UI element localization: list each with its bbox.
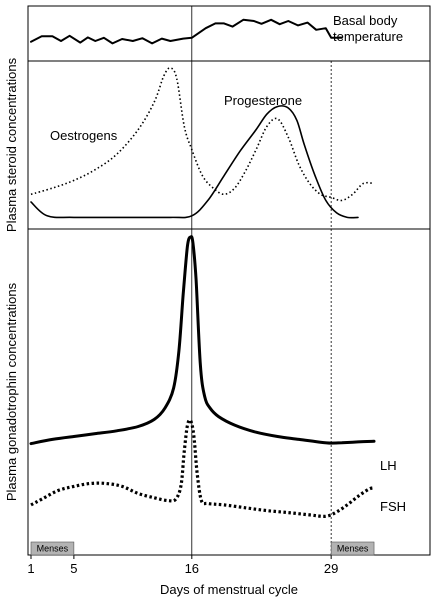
series-line-fsh: [30, 418, 375, 519]
y-axis-title-steroids: Plasma steroid concentrations: [4, 57, 19, 232]
chart-curves: [29, 18, 376, 519]
plot-border: [27, 5, 431, 556]
x-tick-label-29: 29: [324, 561, 338, 576]
y-axis-title-gonadotrophins: Plasma gonadotrophin concentrations: [4, 282, 19, 501]
label-fsh: FSH: [380, 499, 406, 514]
label-basal-body-temperature: Basal body temperature: [333, 13, 403, 44]
x-axis-title: Days of menstrual cycle: [160, 582, 298, 597]
menses-box-1: [30, 541, 75, 556]
series-line-progesterone: [30, 105, 359, 219]
x-tick-label-5: 5: [70, 561, 77, 576]
series-line-basal-body-temperature: [30, 18, 343, 45]
menses-label-2: Menses: [337, 544, 369, 554]
chart-labels: 1 5 16 29 Days of menstrual cycle Basal body t…: [4, 13, 406, 597]
series-line-lh: [29, 235, 376, 446]
label-lh: LH: [380, 458, 397, 473]
x-tick-label-16: 16: [185, 561, 199, 576]
menses-label-1: Menses: [37, 544, 69, 554]
x-tick-label-1: 1: [27, 561, 34, 576]
menses-markers: Menses Menses: [30, 541, 375, 556]
label-oestrogens: Oestrogens: [50, 128, 118, 143]
menses-box-2: [330, 541, 375, 556]
chart-frame: [27, 5, 431, 559]
label-progesterone: Progesterone: [224, 93, 302, 108]
